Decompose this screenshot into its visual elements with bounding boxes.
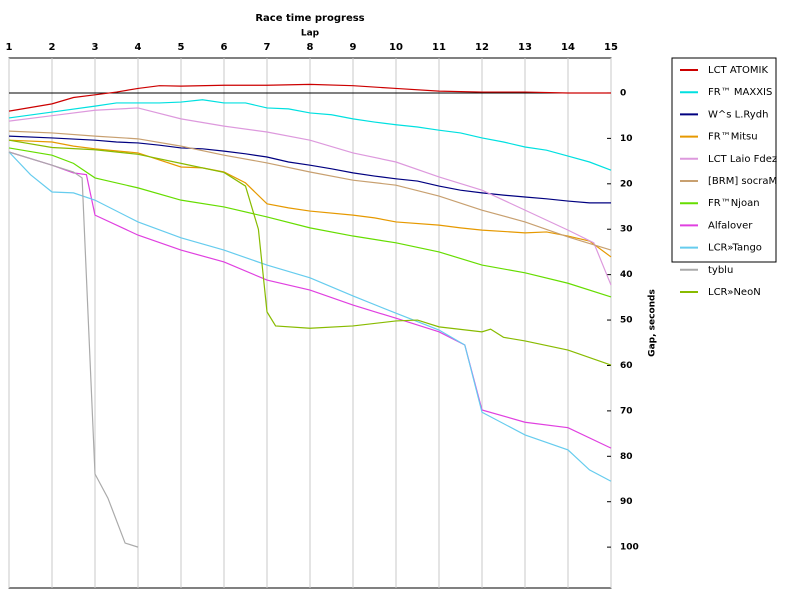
y-tick-label: 30 bbox=[620, 225, 633, 235]
series-line bbox=[8, 151, 612, 449]
legend-label: W^s L.Rydh bbox=[708, 109, 768, 120]
x-tick-label: 2 bbox=[49, 42, 56, 53]
y-tick-label: 90 bbox=[620, 497, 633, 507]
legend-label: LCR»NeoN bbox=[708, 287, 761, 298]
legend-label: LCT Laio Fdez bbox=[708, 154, 777, 165]
legend-label: [BRM] socraM bbox=[708, 176, 777, 187]
y-tick-label: 100 bbox=[620, 543, 639, 553]
x-tick-label: 13 bbox=[518, 42, 532, 53]
series-line bbox=[8, 135, 611, 204]
series-line bbox=[8, 139, 612, 258]
x-tick-label: 11 bbox=[432, 42, 446, 53]
x-tick-label: 7 bbox=[264, 42, 271, 53]
series-line bbox=[8, 151, 612, 482]
legend-label: FR™Njoan bbox=[708, 198, 760, 209]
x-tick-label: 6 bbox=[221, 42, 228, 53]
legend-label: FR™Mitsu bbox=[708, 132, 758, 143]
chart-title: Race time progress bbox=[255, 13, 364, 24]
series-line bbox=[8, 147, 612, 298]
y-tick-label: 60 bbox=[620, 361, 633, 371]
y-tick-label: 50 bbox=[620, 316, 633, 326]
x-axis-label: Lap bbox=[301, 29, 320, 39]
legend-label: LCR»Tango bbox=[708, 243, 762, 254]
x-tick-label: 1 bbox=[6, 42, 13, 53]
y-tick-label: 0 bbox=[620, 88, 626, 98]
legend-label: tyblu bbox=[708, 265, 733, 276]
x-tick-label: 14 bbox=[561, 42, 575, 53]
legend-label: Alfalover bbox=[708, 220, 753, 231]
y-tick-label: 40 bbox=[620, 270, 633, 280]
legend-label: LCT ATOMIK bbox=[708, 65, 768, 76]
series-line bbox=[8, 139, 612, 366]
x-tick-label: 15 bbox=[604, 42, 618, 53]
y-tick-label: 20 bbox=[620, 179, 633, 189]
series-line bbox=[8, 83, 611, 112]
x-tick-label: 3 bbox=[92, 42, 99, 53]
y-tick-label: 80 bbox=[620, 452, 633, 462]
x-tick-label: 9 bbox=[350, 42, 357, 53]
y-axis-label: Gap, seconds bbox=[648, 289, 658, 357]
x-tick-label: 12 bbox=[475, 42, 489, 53]
y-tick-label: 70 bbox=[620, 406, 633, 416]
legend-label: FR™ MAXXIS bbox=[708, 87, 772, 98]
x-tick-label: 4 bbox=[135, 42, 142, 53]
series-line bbox=[8, 151, 139, 548]
series-line bbox=[8, 130, 612, 251]
x-tick-label: 8 bbox=[307, 42, 314, 53]
series-line bbox=[8, 99, 612, 171]
y-tick-label: 10 bbox=[620, 134, 633, 144]
x-tick-label: 5 bbox=[178, 42, 185, 53]
x-tick-label: 10 bbox=[389, 42, 403, 53]
series-line bbox=[8, 107, 612, 286]
